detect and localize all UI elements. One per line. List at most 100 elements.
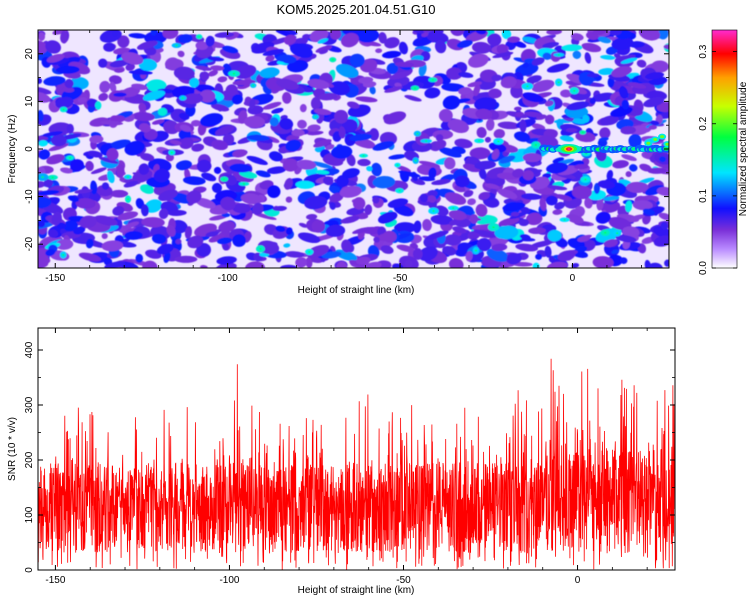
heatmap-cell bbox=[302, 33, 311, 40]
heatmap-cell bbox=[307, 78, 330, 89]
heatmap-cell bbox=[487, 33, 502, 47]
heatmap-cell bbox=[544, 114, 555, 125]
heatmap-cell bbox=[458, 87, 472, 95]
heatmap-cell bbox=[611, 37, 634, 50]
heatmap-cell bbox=[600, 200, 621, 213]
heatmap-cell bbox=[307, 130, 324, 136]
heatmap-cell bbox=[283, 243, 291, 248]
heatmap-cell bbox=[252, 202, 264, 215]
heatmap-cell bbox=[621, 154, 637, 161]
heatmap-cell bbox=[609, 30, 622, 36]
heatmap-cell bbox=[378, 32, 387, 44]
heatmap-cell bbox=[656, 186, 669, 196]
heatmap-cell bbox=[396, 165, 412, 173]
heatmap-cell bbox=[322, 176, 334, 186]
snr-frame bbox=[37, 327, 676, 571]
heatmap-cell bbox=[166, 224, 176, 237]
heatmap-x-tick-label: -100 bbox=[218, 273, 238, 284]
heatmap-cell bbox=[121, 52, 144, 65]
heatmap-cell bbox=[632, 200, 653, 211]
heatmap-cell bbox=[596, 198, 604, 211]
heatmap-cell bbox=[317, 38, 329, 44]
snr-x-ticks: -150 -100 -50 0 bbox=[45, 328, 648, 586]
heatmap-cell bbox=[485, 118, 495, 131]
heatmap-cell bbox=[117, 211, 139, 221]
heatmap-cell bbox=[645, 184, 665, 196]
heatmap-cell bbox=[78, 252, 102, 262]
snr-x-tick-label: 0 bbox=[575, 575, 581, 586]
heatmap-cell bbox=[210, 103, 230, 112]
heatmap-cell bbox=[124, 140, 145, 156]
heatmap-cell bbox=[38, 181, 46, 188]
heatmap-cell bbox=[584, 52, 592, 64]
heatmap-cell bbox=[255, 170, 271, 178]
heatmap-cell bbox=[404, 95, 422, 102]
heatmap-cell bbox=[658, 30, 669, 40]
heatmap-cell bbox=[179, 124, 192, 132]
heatmap-cell bbox=[313, 108, 332, 116]
heatmap-cell bbox=[573, 89, 576, 92]
heatmap-cell bbox=[491, 148, 500, 160]
heatmap-ridge-cell bbox=[665, 142, 669, 146]
heatmap-cell bbox=[628, 133, 642, 148]
heatmap-cell bbox=[475, 108, 493, 120]
heatmap-cell bbox=[282, 56, 297, 64]
heatmap-y-ticks: -20 -10 0 10 20 bbox=[24, 48, 669, 251]
heatmap-cell bbox=[394, 222, 417, 234]
heatmap-x-tick-label: -50 bbox=[393, 273, 408, 284]
heatmap-cell bbox=[444, 192, 467, 205]
heatmap-cell bbox=[388, 154, 406, 160]
heatmap-cell bbox=[615, 54, 636, 64]
heatmap-cell bbox=[140, 184, 155, 194]
heatmap-cell bbox=[502, 202, 526, 211]
heatmap-cell bbox=[231, 94, 243, 105]
heatmap-cell bbox=[106, 148, 119, 161]
heatmap-cell bbox=[555, 194, 573, 201]
heatmap-cell bbox=[418, 246, 438, 262]
heatmap-cell bbox=[600, 55, 616, 60]
heatmap-cell bbox=[98, 92, 109, 101]
heatmap-cell bbox=[298, 222, 308, 228]
heatmap-cell bbox=[515, 111, 524, 117]
heatmap-cell bbox=[60, 167, 73, 174]
heatmap-cell bbox=[282, 91, 292, 104]
heatmap-cell bbox=[85, 238, 94, 249]
heatmap-cell bbox=[610, 106, 633, 118]
heatmap-cell bbox=[177, 34, 193, 44]
heatmap-cell bbox=[372, 176, 396, 189]
heatmap-cell bbox=[94, 215, 118, 226]
heatmap-cell bbox=[175, 44, 178, 47]
heatmap-cell bbox=[386, 62, 399, 75]
heatmap-cell bbox=[629, 164, 638, 172]
heatmap-y-tick-label: 20 bbox=[24, 48, 35, 60]
heatmap-cell bbox=[375, 48, 383, 54]
heatmap-cell bbox=[38, 190, 60, 196]
heatmap-cell bbox=[369, 86, 376, 95]
heatmap-cell bbox=[175, 238, 182, 245]
heatmap-cell bbox=[126, 176, 130, 178]
heatmap-cell bbox=[38, 140, 48, 147]
heatmap-cell bbox=[656, 101, 669, 113]
heatmap-cell bbox=[566, 101, 590, 111]
heatmap-cell bbox=[563, 218, 566, 221]
heatmap-cell bbox=[522, 62, 529, 69]
heatmap-cell bbox=[184, 226, 193, 239]
heatmap-cell bbox=[552, 157, 565, 164]
heatmap-cell bbox=[371, 162, 382, 177]
heatmap-cell bbox=[232, 79, 256, 86]
heatmap-cell bbox=[289, 43, 313, 58]
heatmap-cell bbox=[450, 30, 464, 36]
heatmap-cell bbox=[589, 98, 596, 105]
heatmap-cell bbox=[179, 137, 194, 150]
heatmap-cell bbox=[557, 54, 560, 56]
heatmap-cell bbox=[372, 196, 380, 204]
heatmap-cell bbox=[232, 149, 248, 158]
heatmap-cell bbox=[214, 32, 235, 38]
heatmap-cell bbox=[221, 212, 231, 218]
heatmap-cell bbox=[70, 159, 84, 172]
heatmap-cell bbox=[600, 115, 619, 126]
heatmap-cell bbox=[285, 139, 302, 152]
heatmap-cell bbox=[243, 115, 266, 129]
heatmap-cell bbox=[56, 65, 80, 74]
snr-x-tick-label: -150 bbox=[45, 575, 65, 586]
